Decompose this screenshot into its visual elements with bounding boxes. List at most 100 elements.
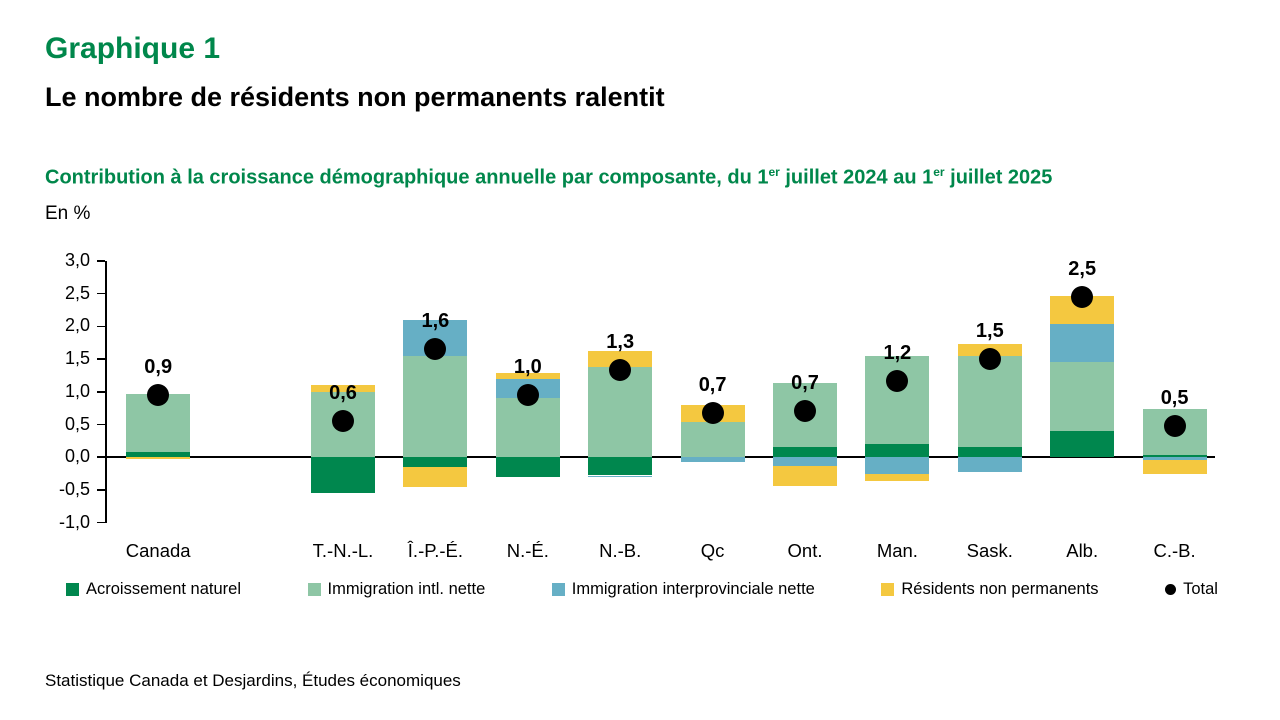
y-tick-label: 1,5 bbox=[64, 348, 90, 369]
bar-segment bbox=[773, 465, 837, 486]
x-axis-label: C.-B. bbox=[1153, 540, 1196, 561]
bar-value-label: 0,9 bbox=[144, 356, 173, 379]
bar-segment bbox=[1050, 362, 1115, 432]
legend-total-dot-icon bbox=[1165, 584, 1177, 595]
x-axis-label: N.-B. bbox=[599, 540, 642, 561]
bar-segment bbox=[588, 475, 653, 478]
y-tick-label: 0,5 bbox=[64, 413, 90, 434]
bar-value-label: 0,6 bbox=[329, 382, 357, 405]
y-tick bbox=[97, 260, 105, 262]
bar-segment bbox=[957, 447, 1022, 458]
bar-segment bbox=[1142, 460, 1207, 475]
bar-segment bbox=[495, 397, 560, 458]
x-axis-label: Canada bbox=[125, 540, 191, 561]
y-tick bbox=[97, 391, 105, 393]
y-tick-label: 2,5 bbox=[64, 282, 90, 303]
bar-segment bbox=[773, 447, 837, 458]
legend-item: Acroissement naturel bbox=[66, 580, 241, 599]
bar-segment bbox=[588, 366, 653, 458]
legend-label: Immigration intl. nette bbox=[327, 580, 486, 598]
x-axis-label: Sask. bbox=[966, 540, 1013, 561]
y-tick bbox=[97, 358, 105, 360]
legend-item: Immigration interprovinciale nette bbox=[551, 580, 815, 599]
y-tick bbox=[97, 521, 105, 524]
total-dot bbox=[794, 400, 816, 423]
subtitle-part: juillet 2025 bbox=[944, 166, 1053, 189]
y-tick bbox=[97, 423, 105, 426]
total-dot bbox=[978, 348, 1001, 371]
total-dot bbox=[332, 410, 354, 433]
total-dot bbox=[516, 384, 539, 407]
zero-baseline bbox=[105, 456, 1215, 458]
bar-value-label: 1,5 bbox=[975, 320, 1004, 343]
total-dot bbox=[701, 401, 724, 424]
bar-segment bbox=[1050, 324, 1115, 363]
subtitle-superscript: er bbox=[768, 165, 780, 179]
bar-segment bbox=[126, 457, 191, 460]
y-tick bbox=[97, 325, 105, 328]
bar-segment bbox=[403, 355, 468, 458]
x-axis-label: Man. bbox=[876, 540, 918, 561]
legend-swatch-icon bbox=[551, 583, 565, 596]
chart-kicker: Graphique 1 bbox=[45, 32, 221, 65]
legend-item: Total bbox=[1165, 580, 1218, 599]
bar-segment bbox=[311, 385, 375, 392]
legend-swatch-icon bbox=[881, 583, 895, 596]
x-axis-label: T.-N.-L. bbox=[312, 540, 374, 561]
bar-segment bbox=[865, 444, 930, 458]
bar-segment bbox=[680, 421, 745, 458]
x-axis-label: Alb. bbox=[1066, 540, 1099, 561]
total-dot bbox=[1071, 285, 1094, 308]
bar-segment bbox=[773, 457, 837, 466]
bar-segment bbox=[1050, 431, 1115, 458]
legend-item: Immigration intl. nette bbox=[307, 580, 486, 599]
total-dot bbox=[424, 338, 447, 361]
x-axis-label: Qc bbox=[700, 540, 725, 561]
bar-segment bbox=[865, 457, 930, 474]
axis-unit-label: En % bbox=[45, 203, 91, 224]
legend-item: Résidents non permanents bbox=[881, 580, 1099, 599]
bar-value-label: 1,3 bbox=[606, 331, 635, 354]
bar-segment bbox=[311, 457, 375, 494]
bar-segment bbox=[495, 457, 560, 478]
x-axis-label: Ont. bbox=[787, 540, 823, 561]
chart-legend: Acroissement naturel Immigration intl. ne… bbox=[66, 580, 1218, 599]
y-tick-label: -0,5 bbox=[58, 478, 90, 499]
total-dot bbox=[609, 359, 632, 382]
bar-segment bbox=[588, 350, 653, 367]
bar-segment bbox=[1142, 455, 1207, 458]
bar-value-label: 0,5 bbox=[1160, 387, 1189, 410]
bar-segment bbox=[1142, 457, 1207, 461]
bar-value-label: 0,7 bbox=[698, 373, 727, 396]
y-tick-label: 1,0 bbox=[64, 380, 90, 401]
total-dot bbox=[147, 384, 170, 407]
page-title: Le nombre de résidents non permanents ra… bbox=[45, 82, 665, 112]
bar-value-label: 2,5 bbox=[1068, 257, 1097, 280]
y-tick bbox=[97, 292, 105, 295]
bar-segment bbox=[403, 457, 468, 467]
legend-label: Immigration interprovinciale nette bbox=[571, 580, 815, 598]
bar-segment bbox=[126, 451, 191, 458]
bar-value-label: 1,6 bbox=[421, 310, 450, 333]
bar-segment bbox=[495, 373, 560, 379]
y-axis-line bbox=[105, 261, 107, 523]
subtitle-superscript: er bbox=[933, 165, 945, 179]
legend-swatch-icon bbox=[307, 583, 321, 596]
bar-segment bbox=[957, 355, 1022, 448]
chart-subtitle: Contribution à la croissance démographiq… bbox=[45, 165, 1052, 190]
y-tick bbox=[97, 456, 105, 458]
source-note: Statistique Canada et Desjardins, Études… bbox=[45, 671, 461, 690]
bar-value-label: 1,0 bbox=[513, 356, 542, 379]
bar-segment bbox=[680, 457, 745, 463]
legend-swatch-icon bbox=[66, 583, 79, 596]
legend-label: Acroissement naturel bbox=[86, 580, 241, 598]
subtitle-part: Contribution à la croissance démographiq… bbox=[45, 166, 769, 189]
x-axis-label: N.-É. bbox=[506, 540, 549, 561]
y-tick-label: 0,0 bbox=[64, 446, 90, 467]
y-tick bbox=[97, 489, 105, 491]
bar-value-label: 1,2 bbox=[883, 341, 912, 364]
legend-label: Résidents non permanents bbox=[901, 580, 1099, 598]
y-tick-label: 3,0 bbox=[64, 250, 90, 270]
